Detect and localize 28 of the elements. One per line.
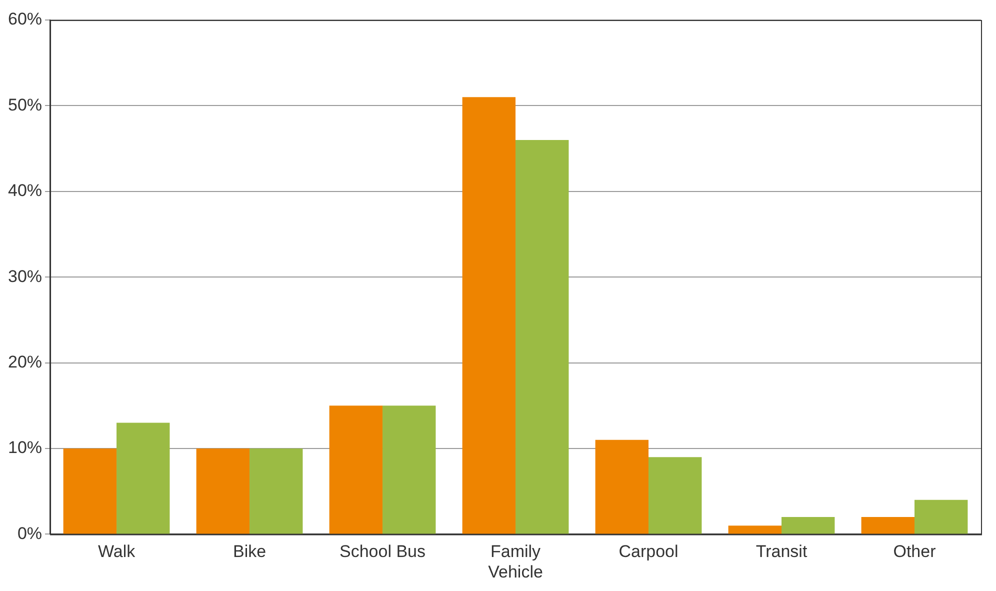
x-tick-label: School Bus <box>340 542 426 562</box>
bar <box>116 422 170 534</box>
y-tick-label: 20% <box>8 352 42 372</box>
y-tick-label: 40% <box>8 181 42 200</box>
bar <box>462 97 516 534</box>
x-tick-label: Family Vehicle <box>488 542 543 582</box>
bar <box>782 517 835 534</box>
x-tick-label: Carpool <box>618 542 678 562</box>
x-tick-label: Bike <box>232 542 266 562</box>
bar <box>196 448 250 534</box>
bar <box>516 140 569 534</box>
bar <box>382 406 436 534</box>
x-tick-label: Other <box>893 542 936 562</box>
x-tick-label: Transit <box>756 542 808 562</box>
bar <box>861 517 914 534</box>
y-tick-label: 0% <box>17 524 42 543</box>
bar <box>595 440 649 534</box>
y-tick-label: 60% <box>8 10 42 29</box>
bar <box>250 448 303 534</box>
y-tick-label: 30% <box>8 266 42 286</box>
bar <box>329 406 383 534</box>
y-tick-label: 50% <box>8 95 42 114</box>
bar <box>914 500 968 534</box>
bar <box>63 448 117 534</box>
bar <box>648 457 702 534</box>
y-tick-label: 10% <box>8 438 42 458</box>
bar <box>728 526 782 534</box>
x-tick-label: Walk <box>98 542 136 562</box>
